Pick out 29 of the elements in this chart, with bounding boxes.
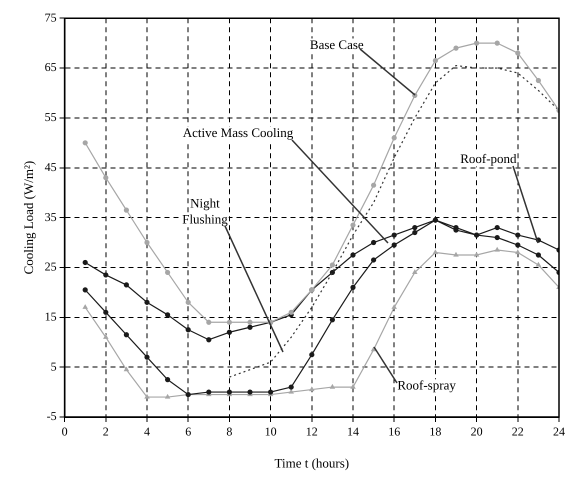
y-tick-label: 65 xyxy=(44,60,57,74)
y-tick-label: -5 xyxy=(46,409,57,424)
x-tick-label: 0 xyxy=(62,424,68,438)
annotation: Active Mass Cooling xyxy=(182,124,294,140)
annotation: Roof-pond xyxy=(460,150,518,166)
y-tick-label: 5 xyxy=(50,359,57,374)
x-tick-label: 4 xyxy=(144,424,150,438)
annotation: Base Case xyxy=(310,36,364,52)
annotation: Night Flushing xyxy=(182,196,228,227)
y-tick-label: 25 xyxy=(44,260,57,274)
x-tick-label: 12 xyxy=(306,424,318,438)
y-axis-title: Cooling Load (W/m²) xyxy=(21,160,36,274)
x-tick-label: 14 xyxy=(347,424,359,438)
y-tick-label: 55 xyxy=(44,110,57,124)
y-tick-label: 35 xyxy=(44,210,57,224)
annotation: Roof-spray xyxy=(397,378,456,393)
x-axis-title: Time t (hours) xyxy=(274,456,350,471)
x-tick-label: 18 xyxy=(429,424,442,438)
x-tick-label: 8 xyxy=(226,424,232,438)
x-tick-label: 20 xyxy=(470,424,483,438)
x-tick-label: 10 xyxy=(264,424,277,438)
x-tick-label: 22 xyxy=(512,424,524,438)
x-tick-label: 6 xyxy=(185,424,192,438)
y-tick-label: 45 xyxy=(44,160,57,174)
x-tick-label: 24 xyxy=(553,424,565,438)
x-tick-label: 2 xyxy=(102,424,109,438)
y-tick-label: 75 xyxy=(44,10,57,24)
y-tick-label: 15 xyxy=(44,309,57,324)
x-tick-label: 16 xyxy=(388,424,400,438)
